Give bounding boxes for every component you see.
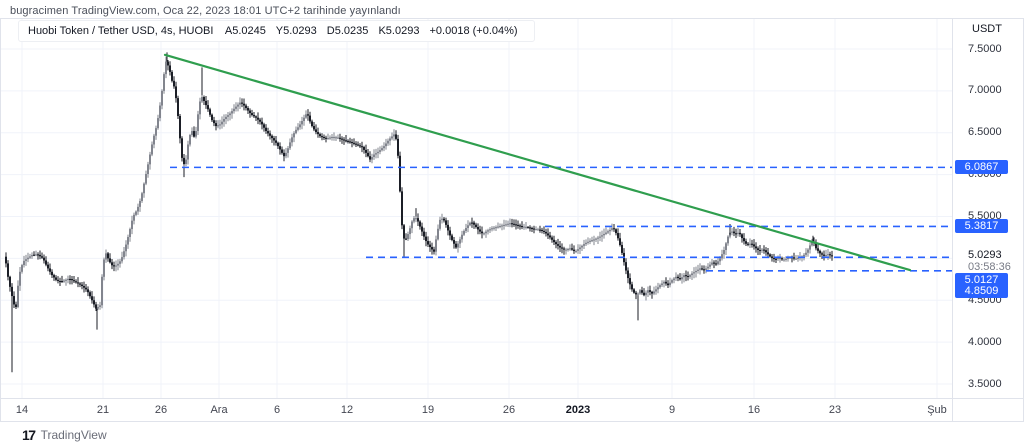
gridlines [0,18,952,398]
current-price-label: 5.0293 [968,249,1002,262]
time-label: 21 [96,404,110,416]
time-label: 26 [502,404,516,416]
ohlc-high: Y5.0293 [275,25,317,37]
horizontal-level-lines[interactable] [170,166,952,272]
candlestick-series[interactable] [5,52,833,373]
price-axis-unit: USDT [972,23,1002,35]
time-label: Şub [927,404,947,416]
time-label: 19 [421,404,435,416]
price-tick: 3.5000 [968,377,1002,390]
time-label: 12 [340,404,354,416]
symbol-title: Huobi Token / Tether USD, 4s, HUOBI [28,25,214,37]
time-label: Ara [210,404,228,416]
bar-countdown: 03:58:36 [968,261,1011,274]
published-header: bugracimen TradingView.com, Oca 22, 2023… [10,5,401,17]
symbol-legend[interactable]: Huobi Token / Tether USD, 4s, HUOBI A5.0… [18,20,535,42]
level-badge[interactable]: 6.0867 [955,160,1008,174]
tradingview-logo[interactable]: 17 TradingView [22,428,107,442]
ohlc-low: D5.0235 [326,25,369,37]
time-label: 23 [828,404,842,416]
time-label: 9 [668,404,676,416]
level-badge[interactable]: 4.8509 [955,284,1008,298]
tradingview-logo-icon: 17 [22,427,36,443]
tradingview-logo-text: TradingView [40,428,107,442]
time-label: 6 [273,404,281,416]
price-tick: 6.5000 [968,126,1002,139]
time-label: 14 [15,404,29,416]
price-tick: 7.5000 [968,42,1002,55]
level-badge[interactable]: 5.0127 [955,273,1008,287]
ohlc-open: A5.0245 [224,25,266,37]
trendline[interactable] [163,53,912,272]
price-tick: 7.0000 [968,84,1002,97]
price-change: +0.0018 (+0.04%) [429,25,518,37]
time-label: 26 [154,404,168,416]
time-label: 2023 [565,404,591,416]
level-badge[interactable]: 5.3817 [955,219,1008,233]
time-label: 16 [747,404,761,416]
ohlc-close: K5.0293 [378,25,420,37]
price-tick: 4.0000 [968,335,1002,348]
